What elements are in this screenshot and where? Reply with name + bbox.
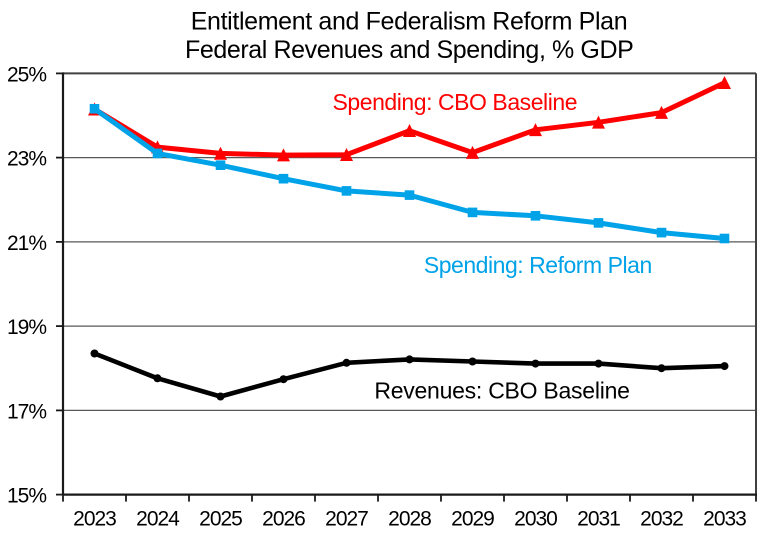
svg-text:25%: 25%: [7, 63, 46, 86]
svg-text:Federal Revenues and Spending,: Federal Revenues and Spending, % GDP: [185, 36, 633, 64]
svg-text:2024: 2024: [136, 507, 180, 530]
svg-text:Revenues: CBO Baseline: Revenues: CBO Baseline: [374, 377, 629, 403]
svg-text:2023: 2023: [73, 507, 116, 530]
svg-text:23%: 23%: [7, 148, 46, 171]
svg-text:2029: 2029: [451, 507, 494, 530]
svg-text:Entitlement and Federalism Ref: Entitlement and Federalism Reform Plan: [191, 8, 628, 36]
svg-text:2033: 2033: [703, 507, 746, 530]
svg-text:2028: 2028: [388, 507, 431, 530]
svg-text:2026: 2026: [262, 507, 305, 530]
svg-text:2027: 2027: [325, 507, 368, 530]
svg-text:Spending: Reform Plan: Spending: Reform Plan: [424, 252, 652, 278]
svg-text:19%: 19%: [7, 316, 46, 339]
svg-text:2030: 2030: [514, 507, 557, 530]
svg-text:Spending: CBO Baseline: Spending: CBO Baseline: [333, 89, 578, 115]
svg-text:2025: 2025: [199, 507, 242, 530]
svg-text:17%: 17%: [7, 400, 46, 423]
svg-text:21%: 21%: [7, 232, 46, 255]
svg-text:2031: 2031: [577, 507, 620, 530]
svg-text:2032: 2032: [640, 507, 683, 530]
svg-text:15%: 15%: [7, 485, 46, 508]
